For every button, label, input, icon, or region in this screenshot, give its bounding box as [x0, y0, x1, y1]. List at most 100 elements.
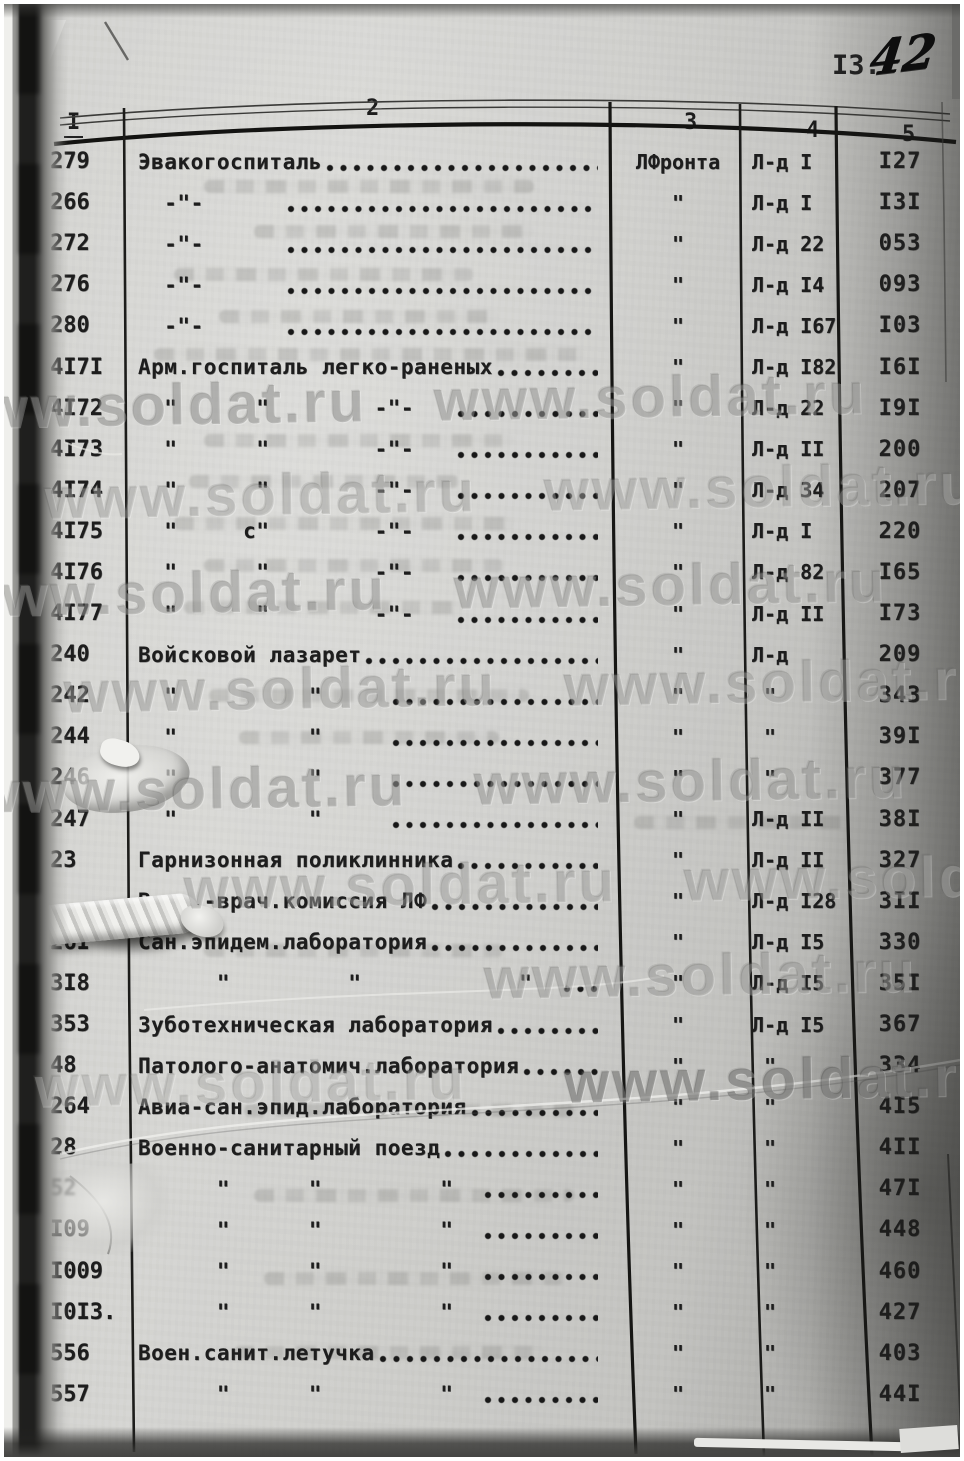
dot-leader: [431, 903, 598, 914]
unit-name-cell: " " ": [132, 1218, 614, 1242]
unit-name-text: Войсковой лазарет: [138, 642, 362, 667]
fond-cell: Л-д 22: [752, 231, 825, 256]
file-number-cell: 4I5: [840, 1094, 960, 1119]
fond-cell: Л-д II: [752, 601, 825, 626]
front-cell: ": [671, 355, 685, 380]
fond-cell: ": [742, 1177, 840, 1201]
fond-cell: Л-д I82: [752, 355, 837, 380]
file-number-cell: 4II: [840, 1135, 960, 1160]
bleedthrough-line: [204, 434, 514, 447]
dot-leader: [286, 327, 598, 338]
file-number-cell: 377: [840, 765, 960, 790]
fond-cell: Л-д: [752, 642, 789, 667]
gutter-dark-band: [18, 4, 40, 1457]
file-number-cell: 330: [840, 930, 960, 955]
bottom-corner-sliver: [899, 1425, 959, 1453]
dot-leader: [483, 1396, 598, 1407]
file-number-cell: 38I: [840, 807, 960, 832]
front-cell: ": [671, 971, 685, 996]
unit-name-text: " с" -"-: [138, 519, 454, 544]
unit-name-text: " " ": [138, 1217, 480, 1242]
dot-leader: [483, 1314, 598, 1325]
unit-name-text: Воен.санит.летучка: [138, 1341, 375, 1366]
watermark: www.soldat.ru: [63, 653, 498, 726]
bleedthrough-line: [219, 310, 499, 323]
watermark: www.soldat.ru: [433, 361, 868, 434]
unit-name-cell: " с" -"-: [132, 519, 614, 544]
unit-name-text: Зуботехническая лаборатория: [138, 1012, 493, 1037]
file-number-cell: I6I: [840, 355, 960, 380]
file-number-cell: 343: [840, 683, 960, 708]
dot-leader: [457, 862, 598, 873]
unit-name-text: -"-: [138, 313, 283, 338]
front-cell: ": [671, 1176, 685, 1201]
front-cell: ": [671, 231, 685, 256]
unit-name-text: Авиа-сан.эпид.лаборатория: [138, 1094, 467, 1119]
fond-cell: Л-д I5: [742, 1013, 840, 1037]
bleedthrough-line: [174, 268, 474, 281]
file-number-cell: 427: [840, 1300, 960, 1325]
front-cell: ": [671, 848, 685, 873]
page-number-handwritten: 42: [866, 23, 939, 88]
front-cell: ": [671, 601, 685, 626]
unit-name-text: Гарнизонная поликлинника: [138, 848, 454, 873]
dot-leader: [496, 369, 598, 380]
dot-leader: [457, 615, 598, 626]
file-number-cell: 220: [840, 519, 960, 544]
bleedthrough-line: [634, 816, 844, 829]
table-row: 240 Войсковой лазарет " Л-д 209: [4, 634, 960, 675]
unit-name-text: -"-: [138, 190, 283, 215]
dot-leader: [457, 533, 598, 544]
table-row: 48 Патолого-анатомич.лаборатория " " 334: [4, 1045, 960, 1086]
file-number-cell: I65: [840, 560, 960, 585]
front-cell: ": [671, 1341, 685, 1366]
unit-name-cell: " " ": [132, 1259, 614, 1284]
unit-name-cell: " ": [132, 684, 614, 708]
dot-leader: [444, 1149, 598, 1160]
front-cell: ": [671, 190, 685, 215]
fond-cell: Л-д I5: [742, 971, 840, 995]
file-number-cell: I03: [840, 313, 960, 338]
fond-cell: ": [742, 1095, 840, 1119]
table-row: 4I73 " " -"- " Л-д II 200: [4, 429, 960, 470]
page-curl-shading: [810, 4, 960, 1457]
unit-name-text: -"-: [138, 231, 283, 256]
watermark: www.soldat.ru: [183, 849, 618, 922]
dot-leader: [562, 985, 598, 996]
bleedthrough-line: [154, 348, 584, 361]
fond-cell: ": [752, 765, 777, 790]
front-cell: ": [671, 396, 685, 421]
file-number-cell: 367: [840, 1012, 960, 1037]
file-number-cell: 460: [840, 1259, 960, 1284]
fond-cell: ": [742, 1382, 840, 1406]
file-number-cell: 448: [840, 1217, 960, 1242]
file-number-cell: 334: [840, 1053, 960, 1078]
front-cell: ": [671, 1053, 685, 1078]
watermark: www.soldat.ru: [4, 753, 408, 826]
column-header-3: 3: [684, 110, 698, 135]
dot-leader: [391, 779, 598, 790]
front-cell: ": [671, 1382, 685, 1407]
fond-cell: ": [742, 1054, 840, 1078]
unit-name-cell: Воен.санит.летучка: [132, 1341, 614, 1366]
file-number-cell: 200: [840, 437, 960, 462]
fond-cell: Л-д I: [752, 519, 813, 544]
dot-leader: [457, 574, 598, 585]
file-number-cell: 403: [840, 1341, 960, 1366]
unit-name-text: Патолого-анатомич.лаборатория: [138, 1053, 520, 1078]
file-number-cell: I73: [840, 601, 960, 626]
unit-name-text: " " -"-: [138, 396, 454, 421]
front-cell: ЛФронта: [635, 149, 721, 174]
unit-name-cell: " " ": [132, 1382, 614, 1407]
watermark: www.soldat.ru: [43, 459, 478, 532]
bleedthrough-line: [174, 517, 514, 530]
table-row: 264 Авиа-сан.эпид.лаборатория " " 4I5: [4, 1086, 960, 1127]
fond-cell: ": [752, 724, 777, 749]
unit-name-text: Эвакогоспиталь: [138, 149, 323, 174]
dot-leader: [391, 738, 598, 749]
unit-name-cell: Эвакогоспиталь: [132, 150, 614, 174]
fond-cell: Л-д I28: [742, 889, 840, 913]
file-number-cell: 209: [840, 642, 960, 667]
fond-cell: Л-д 34: [752, 478, 825, 503]
file-number-cell: 207: [840, 478, 960, 503]
